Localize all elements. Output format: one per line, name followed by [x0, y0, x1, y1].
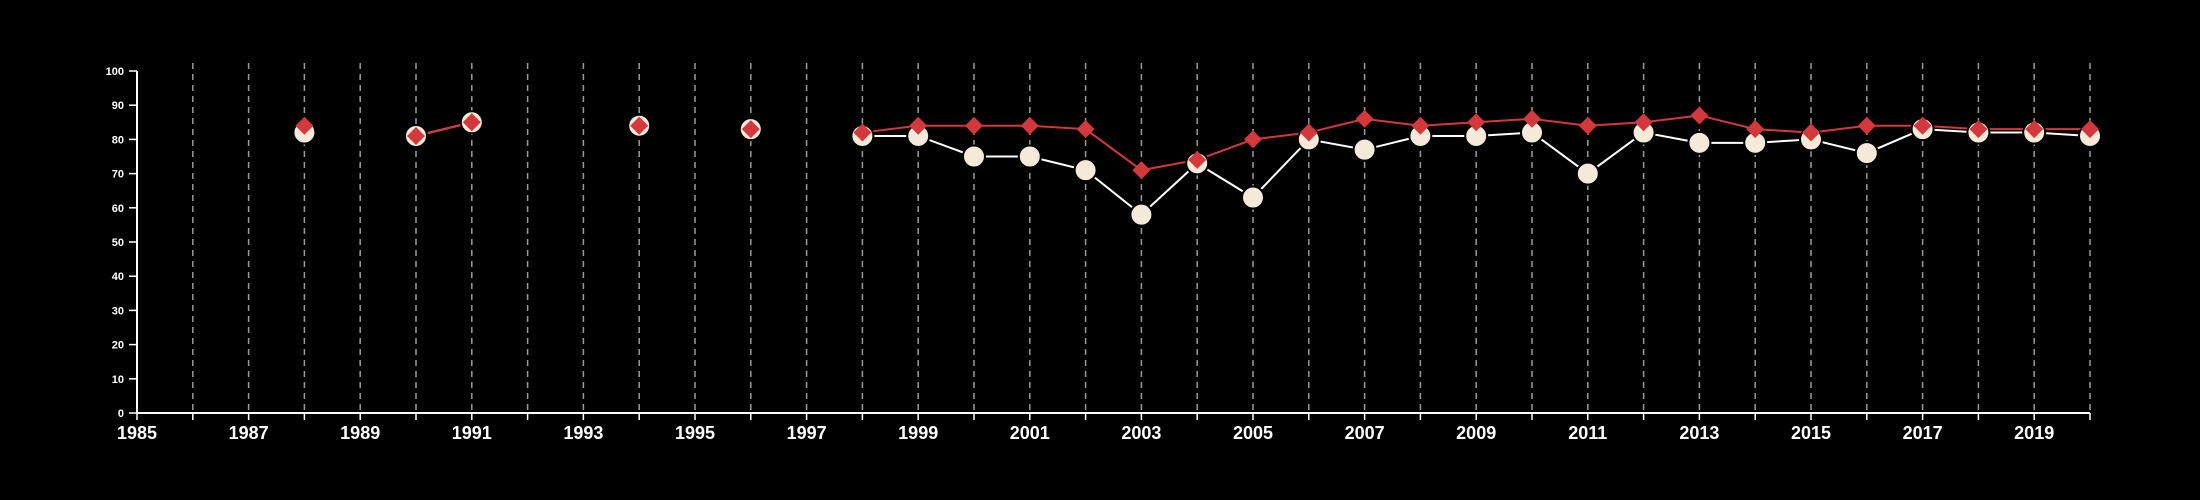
diamond-point-1988 [295, 116, 314, 135]
y-tick-label-70: 70 [112, 169, 124, 181]
diamond-point-2011 [1578, 116, 1597, 135]
circle-point-2003 [1129, 202, 1154, 227]
x-tick-label-1995: 1995 [675, 423, 715, 443]
diamond-point-2017 [1913, 116, 1932, 135]
diamond-point-2001 [1020, 116, 1039, 135]
diamond-point-2014 [1746, 120, 1765, 139]
y-tick-label-60: 60 [112, 203, 124, 215]
y-tick-label-80: 80 [112, 134, 124, 146]
x-tick-label-1991: 1991 [452, 423, 492, 443]
diamond-point-1990 [407, 126, 425, 145]
diamond-point-2010 [1523, 109, 1541, 128]
diamond-point-1994 [630, 116, 649, 135]
circle-point-2002 [1073, 158, 1098, 183]
circle-point-2005 [1241, 185, 1265, 210]
diamond-point-1999 [909, 116, 928, 135]
y-tick-label-50: 50 [112, 237, 124, 249]
diamond-point-2006 [1299, 123, 1318, 142]
x-tick-label-1999: 1999 [898, 423, 938, 443]
x-tick-label-1997: 1997 [787, 423, 827, 443]
x-tick-label-2011: 2011 [1568, 423, 1607, 443]
x-tick-label-2009: 2009 [1456, 423, 1496, 443]
diamond-point-2019 [2025, 120, 2044, 139]
diamond-point-2005 [1244, 130, 1262, 149]
diamond-point-1996 [741, 120, 760, 139]
diamond-point-2004 [1188, 150, 1207, 169]
x-tick-label-2015: 2015 [1791, 423, 1831, 443]
circle-point-2013 [1687, 130, 1712, 155]
x-tick-label-2013: 2013 [1679, 423, 1719, 443]
circle-point-2000 [962, 144, 986, 169]
diamond-point-1991 [462, 113, 481, 132]
axis-layer: 0 10 20 30 40 50 60 70 80 90 100 1985 1987 1989 1991 19… [106, 66, 2091, 443]
y-tick-label-30: 30 [112, 305, 124, 317]
x-tick-label-1985: 1985 [117, 423, 157, 443]
diamond-point-2015 [1802, 123, 1820, 142]
diamond-point-2007 [1355, 109, 1374, 128]
diamond-point-2016 [1857, 116, 1876, 135]
y-tick-label-40: 40 [112, 271, 124, 283]
diamond-point-2008 [1411, 116, 1430, 135]
diamond-point-1998 [853, 123, 872, 142]
x-tick-label-2017: 2017 [1903, 423, 1943, 443]
y-tick-label-90: 90 [112, 100, 124, 112]
diamond-point-2000 [965, 116, 983, 135]
series-layer [292, 106, 2102, 227]
x-tick-label-2007: 2007 [1345, 423, 1385, 443]
diamond-point-2013 [1690, 106, 1709, 125]
y-tick-label-0: 0 [118, 408, 124, 420]
y-tick-label-10: 10 [112, 374, 124, 386]
x-tick-label-1993: 1993 [563, 423, 603, 443]
diamond-point-2020 [2081, 120, 2099, 139]
diamond-point-2002 [1076, 120, 1095, 139]
y-tick-label-20: 20 [112, 340, 124, 352]
circle-point-2007 [1352, 137, 1377, 162]
circle-point-2011 [1575, 161, 1600, 186]
x-tick-label-1989: 1989 [340, 423, 380, 443]
circle-point-2001 [1017, 144, 1042, 169]
x-tick-label-2003: 2003 [1121, 423, 1161, 443]
diamond-point-2003 [1132, 161, 1151, 180]
y-tick-label-100: 100 [106, 66, 124, 78]
x-tick-label-2001: 2001 [1010, 423, 1050, 443]
circle-point-2016 [1854, 141, 1879, 166]
x-tick-label-2005: 2005 [1233, 423, 1273, 443]
x-tick-label-2019: 2019 [2014, 423, 2054, 443]
diamond-point-2009 [1467, 113, 1486, 132]
x-tick-label-1987: 1987 [229, 423, 269, 443]
diamond-point-2012 [1634, 113, 1653, 132]
diamond-point-2018 [1969, 120, 1988, 139]
